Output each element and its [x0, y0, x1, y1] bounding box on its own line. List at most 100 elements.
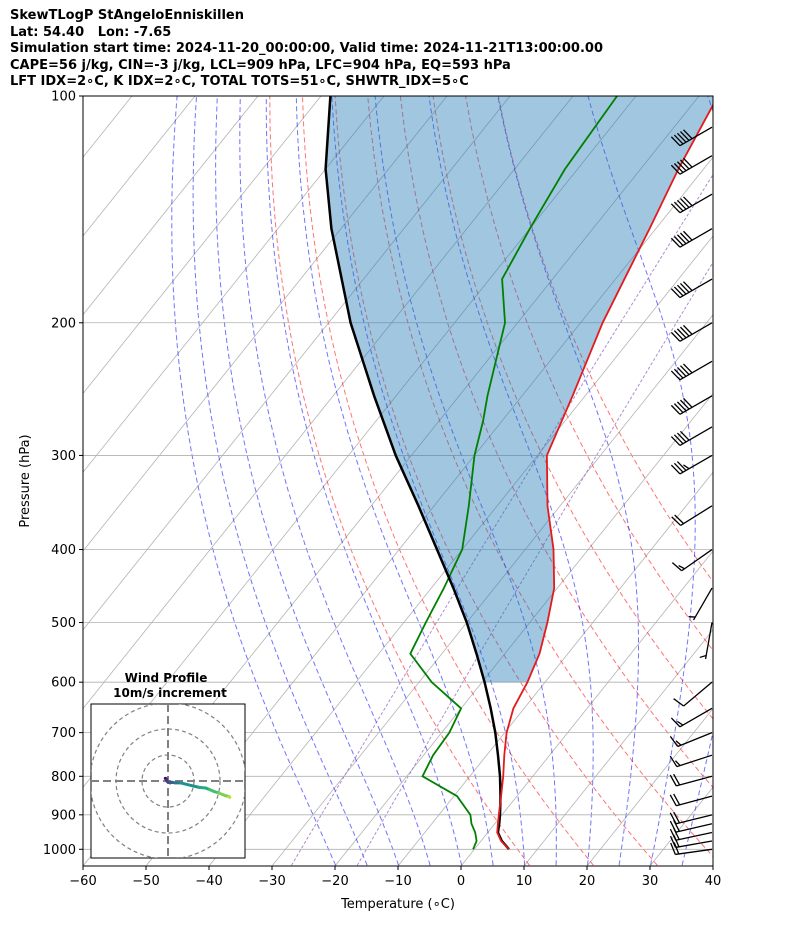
wind-barb	[688, 587, 713, 621]
y-tick-label: 900	[51, 808, 76, 823]
y-tick-label: 300	[51, 449, 76, 464]
x-tick-label: −20	[321, 874, 348, 889]
profiles	[324, 96, 713, 851]
wind-barb	[669, 773, 713, 787]
dry-adiabat	[497, 96, 713, 583]
cape-area	[325, 96, 713, 683]
location-text: Lat: 54.40 Lon: -7.65	[10, 24, 172, 40]
wind-barb	[699, 622, 713, 660]
moist-adiabat	[681, 96, 713, 866]
wind-barb	[669, 828, 713, 841]
x-tick-label: −50	[132, 874, 159, 889]
isotherm	[398, 471, 713, 866]
mixing-ratio-line	[356, 261, 713, 866]
wind-barb	[670, 454, 713, 475]
isotherm	[587, 707, 713, 866]
isotherm	[461, 550, 713, 866]
hodograph-inset: Wind Profile 10m/s increment	[90, 671, 246, 859]
x-tick-label: 30	[642, 874, 659, 889]
x-tick-label: 10	[516, 874, 533, 889]
y-ticks: 100 200 300 400 500 600 700 800 900 1000	[43, 90, 83, 858]
index-text: LFT IDX=2∘C, K IDX=2∘C, TOTAL TOTS=51∘C,…	[10, 74, 469, 89]
isotherm	[777, 79, 794, 865]
x-tick-label: −30	[258, 874, 285, 889]
dry-adiabat	[367, 96, 713, 858]
moist-adiabat	[215, 96, 400, 866]
x-axis-label: Temperature (∘C)	[340, 897, 455, 912]
parcel-line	[324, 96, 510, 851]
wind-barb	[670, 426, 713, 447]
chart-title: SkewTLogP StAngeloEnniskillen	[10, 8, 244, 23]
dry-adiabat	[269, 96, 530, 866]
dry-adiabat	[302, 96, 594, 866]
y-tick-label: 1000	[43, 843, 76, 858]
wind-barb	[670, 228, 713, 248]
y-tick-label: 800	[51, 770, 76, 785]
isotherm	[83, 96, 322, 395]
moist-adiabat	[497, 96, 639, 866]
moist-adiabat	[295, 96, 494, 866]
wind-barb	[669, 754, 713, 768]
x-tick-label: 20	[579, 874, 596, 889]
dewpoint-line	[409, 96, 618, 850]
wind-barb	[669, 793, 713, 807]
y-tick-label: 400	[51, 543, 76, 558]
moist-adiabat	[374, 96, 557, 866]
cape-text: CAPE=56 j/kg, CIN=-3 j/kg, LCL=909 hPa, …	[10, 57, 511, 73]
wind-barb	[670, 193, 713, 214]
isotherm	[714, 79, 794, 865]
chart-header: SkewTLogP StAngeloEnniskillen Lat: 54.40…	[10, 8, 603, 91]
isotherm	[83, 96, 448, 552]
hodograph-segment	[227, 795, 232, 799]
wind-barb	[670, 278, 713, 299]
dry-adiabat	[399, 96, 713, 789]
isotherm	[650, 786, 713, 866]
temperature-line	[496, 103, 713, 850]
isotherm	[146, 156, 713, 866]
inset-title: Wind Profile	[125, 671, 208, 685]
wind-barb	[670, 360, 713, 381]
isotherm	[83, 96, 259, 316]
y-tick-label: 600	[51, 676, 76, 691]
isotherm	[0, 79, 19, 865]
isotherm	[83, 96, 574, 710]
isotherm	[209, 235, 713, 866]
y-tick-label: 700	[51, 726, 76, 741]
moist-adiabat	[171, 96, 337, 866]
reference-lines	[0, 79, 794, 866]
isotherm	[83, 96, 196, 237]
x-tick-label: −10	[384, 874, 411, 889]
wind-barb	[670, 126, 713, 147]
isotherm	[524, 629, 713, 866]
y-tick-label: 200	[51, 316, 76, 331]
x-tick-label: 40	[705, 874, 722, 889]
y-tick-label: 500	[51, 616, 76, 631]
wind-barb	[669, 811, 713, 825]
wind-barb	[671, 548, 713, 572]
inset-subtitle: 10m/s increment	[113, 686, 227, 700]
x-tick-label: −60	[69, 874, 96, 889]
isotherm	[0, 79, 82, 865]
x-tick-label: −40	[195, 874, 222, 889]
wind-barb	[670, 155, 713, 175]
dry-adiabat	[465, 96, 713, 652]
wind-barb	[670, 322, 713, 342]
wind-barb	[669, 732, 713, 748]
wind-barb	[670, 842, 713, 856]
wind-barb	[670, 707, 713, 728]
wind-barbs	[669, 126, 713, 856]
x-ticks: −60 −50 −40 −30 −20 −10 0 10 20 30 40	[69, 866, 721, 889]
x-tick-label: 0	[457, 874, 465, 889]
dry-adiabat	[432, 96, 713, 720]
moist-adiabat	[239, 96, 431, 866]
time-text: Simulation start time: 2024-11-20_00:00:…	[10, 41, 603, 56]
moist-adiabat	[192, 96, 368, 866]
moist-adiabat	[331, 96, 526, 866]
isotherm	[335, 392, 713, 866]
wind-barb	[673, 681, 713, 707]
hodograph-segment	[178, 781, 193, 788]
moist-adiabat	[265, 96, 463, 866]
y-tick-label: 100	[51, 90, 76, 105]
wind-barb	[671, 505, 713, 527]
